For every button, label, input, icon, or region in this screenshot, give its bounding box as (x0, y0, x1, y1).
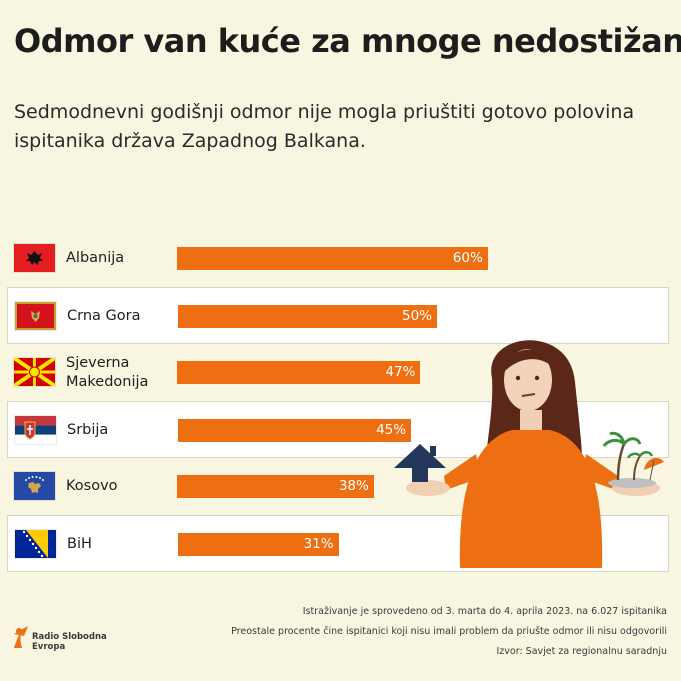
footnote-source: Izvor: Savjet za regionalnu saradnju (496, 646, 668, 657)
bar: 38% (177, 475, 374, 498)
bar-value-label: 38% (338, 478, 369, 494)
woman-illustration (382, 330, 681, 575)
flag-montenegro-icon (15, 302, 56, 330)
rfe-logo: Radio Slobodna Evropa (10, 620, 107, 662)
bar-value-label: 31% (303, 536, 334, 552)
footnote-survey: Istraživanje je sprovedeno od 3. marta d… (302, 606, 667, 617)
rfe-logo-text: Radio Slobodna Evropa (32, 632, 107, 652)
bar: 50% (178, 305, 437, 328)
bar-value-label: 60% (452, 250, 483, 266)
flag-albania-icon (14, 244, 55, 272)
category-label: BiH (67, 536, 92, 552)
chart-row: Crna Gora 50% (7, 287, 669, 344)
flag-serbia-icon (15, 416, 56, 444)
bar-value-label: 47% (385, 364, 416, 380)
chart-title: Odmor van kuće za mnoge nedostižan (14, 22, 681, 60)
category-label: Albanija (66, 250, 125, 266)
bar: 31% (178, 533, 339, 556)
bar: 60% (177, 247, 488, 270)
category-label: Crna Gora (67, 308, 141, 324)
bar: 45% (178, 419, 412, 442)
category-label: Srbija (67, 422, 109, 438)
rfe-logo-icon (14, 626, 28, 648)
category-label: Sjeverna Makedonija (66, 354, 149, 390)
footnotes: Istraživanje je sprovedeno od 3. marta d… (231, 602, 667, 662)
bar-value-label: 45% (376, 422, 407, 438)
flag-north-macedonia-icon (14, 358, 55, 386)
flag-bih-icon (15, 530, 56, 558)
chart-subtitle: Sedmodnevni godišnji odmor nije mogla pr… (14, 101, 635, 152)
flag-kosovo-icon (14, 472, 55, 500)
chart-row: Albanija 60% (7, 230, 669, 287)
chart-row: Kosovo 38% (7, 458, 669, 515)
bar-value-label: 50% (401, 308, 432, 324)
chart-row: Sjeverna Makedonija 47% (7, 344, 669, 401)
bar: 47% (177, 361, 421, 384)
footnote-remaining: Preostale procente čine ispitanici koji … (231, 626, 667, 637)
category-label: Kosovo (66, 478, 118, 494)
